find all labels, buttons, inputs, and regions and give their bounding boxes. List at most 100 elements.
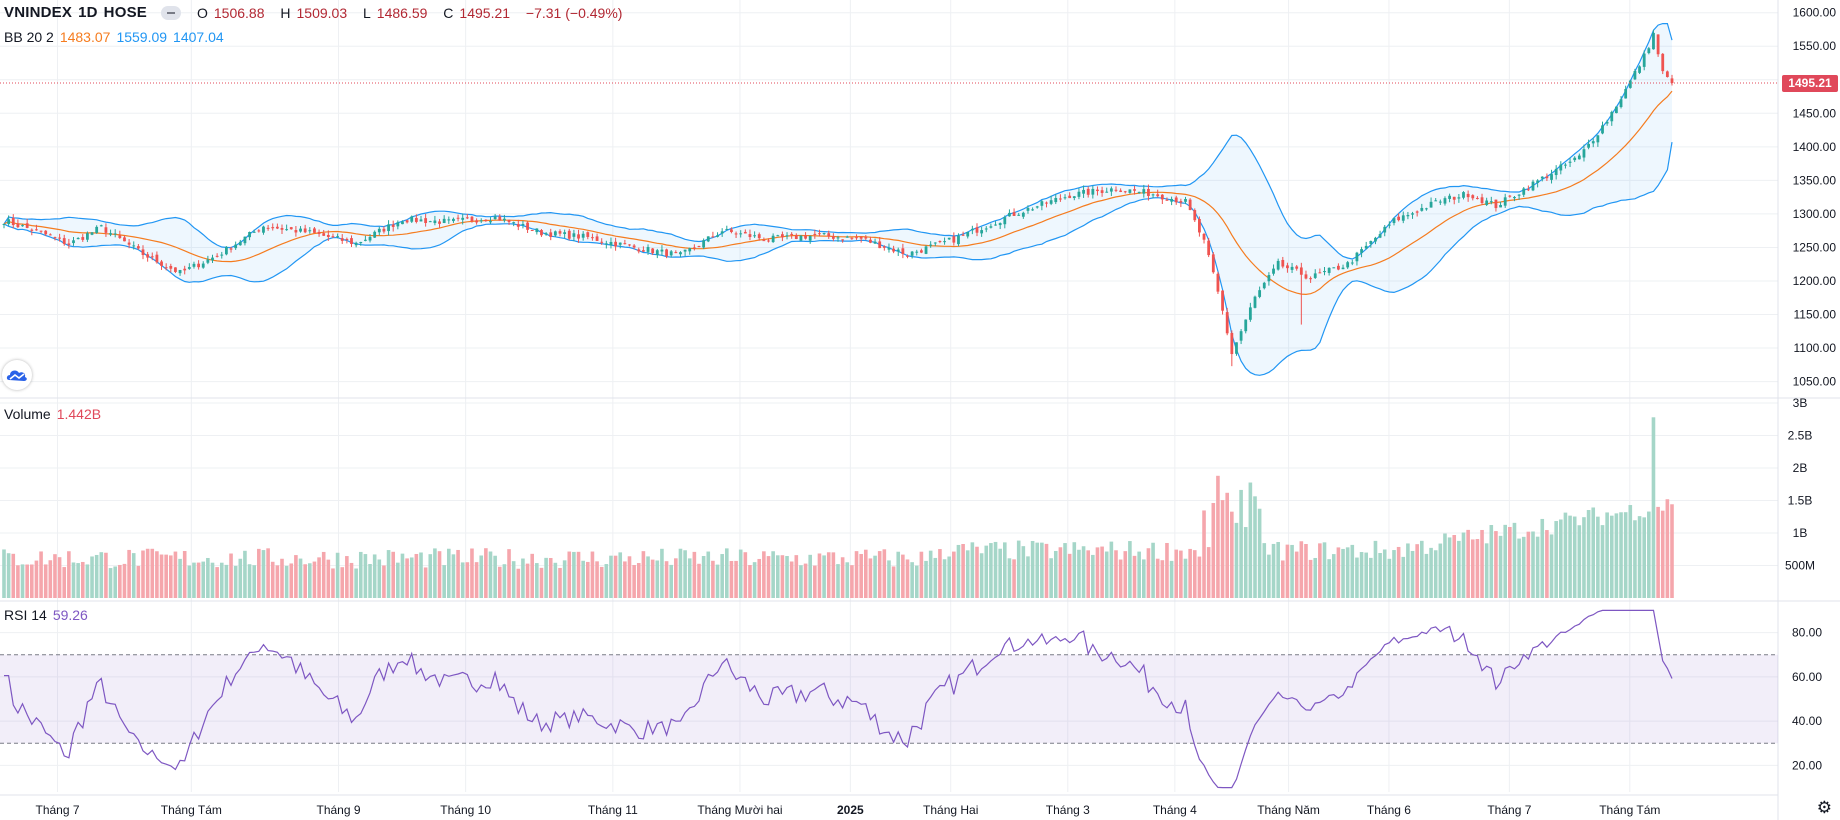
time-axis-label: Tháng 3 bbox=[1046, 803, 1090, 817]
time-axis-label: Tháng 7 bbox=[1487, 803, 1531, 817]
bb-legend[interactable]: BB 20 2 1483.07 1559.09 1407.04 bbox=[4, 29, 224, 45]
volume-bar bbox=[956, 544, 961, 598]
candle-body bbox=[669, 251, 673, 256]
volume-bar bbox=[321, 551, 326, 598]
volume-bar bbox=[257, 548, 261, 598]
volume-bar bbox=[1114, 550, 1118, 598]
candle-body bbox=[1633, 70, 1637, 80]
candle-body bbox=[1350, 262, 1354, 264]
candle-body bbox=[929, 244, 933, 246]
volume-bar bbox=[521, 558, 525, 598]
candle-body bbox=[586, 232, 590, 237]
time-axis-label: Tháng Tám bbox=[161, 803, 222, 817]
candle-body bbox=[2, 223, 6, 225]
candle-body bbox=[336, 236, 339, 238]
candle-body bbox=[1638, 66, 1641, 73]
candle-body bbox=[90, 232, 94, 235]
candle-body bbox=[1267, 275, 1271, 282]
candle-body bbox=[1327, 267, 1331, 273]
candle-body bbox=[465, 217, 469, 219]
volume-bar bbox=[599, 566, 604, 598]
rsi-label: RSI 14 bbox=[4, 607, 47, 623]
volume-bar bbox=[113, 566, 117, 598]
volume-bar bbox=[1151, 542, 1155, 598]
volume-bar bbox=[613, 555, 618, 598]
volume-bar bbox=[711, 560, 715, 598]
candle-body bbox=[340, 238, 344, 241]
volume-bar bbox=[349, 562, 354, 598]
candle-body bbox=[419, 219, 423, 222]
volume-bar bbox=[62, 567, 67, 598]
volume-bar bbox=[961, 543, 965, 598]
candle-body bbox=[169, 265, 173, 269]
candle-body bbox=[1170, 198, 1173, 202]
volume-bar bbox=[660, 548, 664, 598]
symbol-name[interactable]: VNINDEX bbox=[4, 4, 73, 21]
candle-body bbox=[906, 255, 909, 257]
volume-legend[interactable]: Volume 1.442B bbox=[4, 406, 101, 422]
volume-bar bbox=[122, 563, 127, 598]
candle-body bbox=[1318, 272, 1322, 274]
candle-body bbox=[1003, 217, 1007, 225]
volume-bar bbox=[479, 555, 484, 598]
volume-bar bbox=[799, 565, 803, 598]
candle-body bbox=[859, 236, 863, 239]
candle-body bbox=[957, 235, 960, 245]
candle-body bbox=[1443, 198, 1447, 204]
volume-bar bbox=[748, 565, 752, 598]
symbol-interval[interactable]: 1D bbox=[78, 4, 98, 21]
candle-body bbox=[516, 224, 520, 227]
volume-bar bbox=[1563, 512, 1568, 598]
volume-bar bbox=[873, 555, 877, 598]
volume-bar bbox=[456, 549, 460, 598]
candle-body bbox=[892, 248, 895, 252]
candle-body bbox=[1517, 194, 1521, 196]
settings-gear-icon[interactable]: ⚙ bbox=[1816, 798, 1832, 817]
candle-body bbox=[275, 226, 279, 229]
volume-bar bbox=[1600, 525, 1605, 598]
candle-body bbox=[1193, 210, 1197, 221]
candle-body bbox=[373, 231, 377, 238]
volume-bar bbox=[1387, 558, 1392, 598]
rsi-value: 59.26 bbox=[52, 607, 88, 623]
volume-bar bbox=[1350, 544, 1355, 598]
candle-body bbox=[317, 231, 321, 234]
price-axis-label: 1100.00 bbox=[1794, 341, 1837, 355]
volume-bar bbox=[465, 562, 470, 598]
volume-bar bbox=[738, 549, 743, 598]
candle-body bbox=[127, 242, 131, 245]
hide-legend-icon[interactable] bbox=[160, 5, 181, 20]
volume-bar bbox=[1429, 547, 1433, 598]
volume-bar bbox=[808, 554, 812, 598]
candle-body bbox=[294, 230, 298, 233]
volume-bar bbox=[1155, 558, 1160, 598]
candle-body bbox=[1128, 189, 1132, 193]
candle-body bbox=[285, 229, 289, 231]
volume-bar bbox=[1586, 510, 1591, 598]
volume-bar bbox=[891, 566, 896, 598]
time-axis-label: Tháng Hai bbox=[923, 803, 978, 817]
volume-bar bbox=[187, 565, 192, 598]
candle-body bbox=[405, 220, 409, 223]
rsi-legend[interactable]: RSI 14 59.26 bbox=[4, 607, 88, 623]
volume-bar bbox=[1063, 543, 1067, 598]
candle-body bbox=[1068, 195, 1072, 199]
candle-body bbox=[600, 241, 604, 243]
volume-bar bbox=[1614, 513, 1619, 598]
bb-band-fill bbox=[4, 23, 1672, 376]
candle-body bbox=[132, 245, 136, 247]
candle-body bbox=[943, 241, 946, 243]
candle-body bbox=[702, 240, 706, 248]
volume-bar bbox=[882, 549, 887, 598]
volume-bar bbox=[896, 551, 901, 598]
tradingview-logo-button[interactable] bbox=[2, 360, 32, 390]
volume-bar bbox=[789, 561, 794, 598]
candle-body bbox=[915, 251, 919, 253]
candle-body bbox=[632, 245, 636, 248]
volume-bar bbox=[308, 563, 312, 598]
volume-bar bbox=[1406, 543, 1410, 598]
volume-bar bbox=[1341, 548, 1345, 598]
volume-bar bbox=[752, 562, 757, 598]
volume-bar bbox=[1660, 510, 1665, 598]
